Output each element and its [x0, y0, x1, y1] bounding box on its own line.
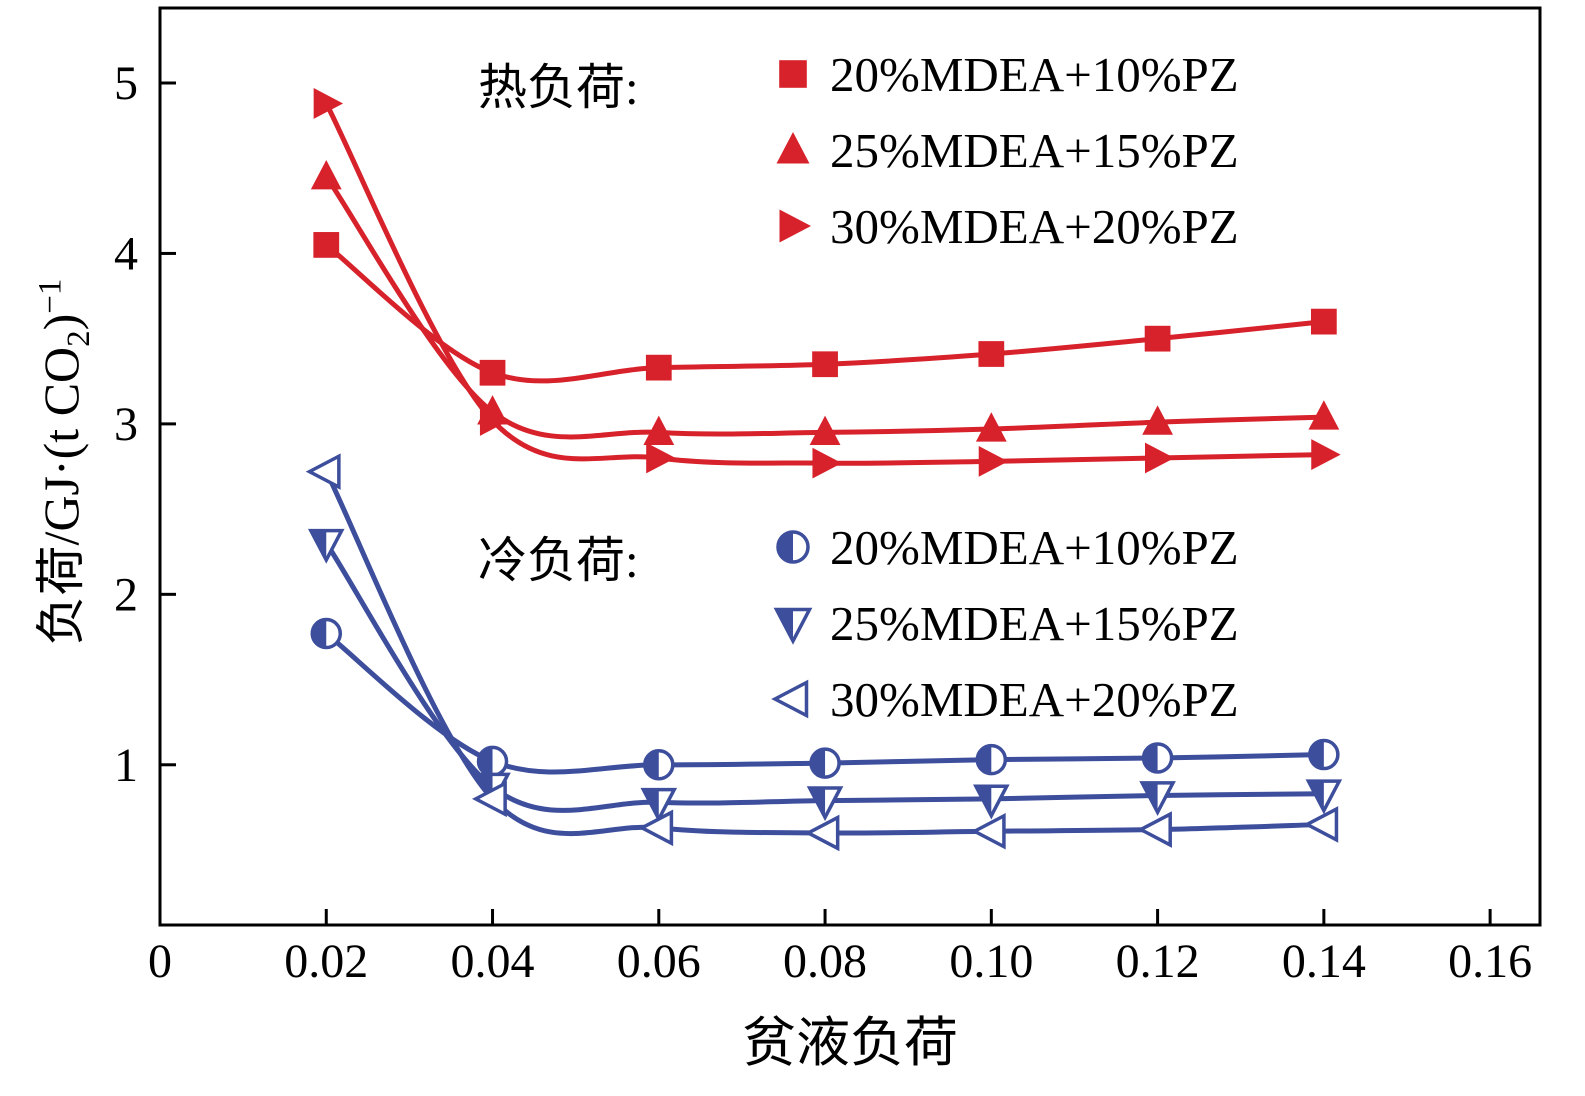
legend-item-heat-1: 20%MDEA+10%PZ [770, 36, 1239, 112]
marker-circle-half [1141, 742, 1174, 774]
legend-item-label: 30%MDEA+20%PZ [830, 671, 1239, 727]
marker-triangle-right-filled [1311, 439, 1341, 470]
legend-item-label: 30%MDEA+20%PZ [830, 198, 1239, 254]
legend-cold: 冷负荷: 20%MDEA+10%PZ 25%MDEA+15%PZ 30%MDEA… [478, 509, 1239, 737]
square-filled-marker-icon [779, 60, 807, 88]
marker-triangle-down-half [973, 784, 1010, 820]
x-axis-title: 贫液负荷 [742, 1013, 958, 1073]
legend-item-label: 20%MDEA+10%PZ [830, 46, 1239, 102]
marker-triangle-up-filled [1308, 400, 1340, 430]
legend-heat: 热负荷: 20%MDEA+10%PZ 25%MDEA+15%PZ 30%MDEA… [478, 36, 1239, 264]
triangle-down-marker-icon [773, 607, 813, 645]
marker-square-filled [978, 341, 1005, 367]
marker-circle-half [1308, 738, 1340, 771]
x-tick-label: 0.16 [1448, 935, 1532, 988]
marker-triangle-up-filled [975, 412, 1007, 442]
x-tick-label: 0.10 [949, 935, 1033, 988]
y-axis-title-close: ) [33, 313, 89, 331]
marker-triangle-left-open [305, 453, 341, 490]
marker-triangle-up-filled [643, 415, 675, 446]
x-tick-label: 0.08 [783, 935, 867, 988]
marker-square-filled [645, 354, 672, 381]
marker-circle-half [310, 617, 343, 650]
legend-heat-items: 20%MDEA+10%PZ 25%MDEA+15%PZ 30%MDEA+20%P… [770, 36, 1239, 264]
marker-triangle-left-open [1303, 806, 1339, 843]
y-tick-label: 1 [114, 739, 138, 792]
marker-triangle-left-open [1137, 811, 1172, 848]
marker-triangle-left-open [804, 814, 840, 852]
legend-item-heat-3: 30%MDEA+20%PZ [770, 188, 1239, 264]
marker-triangle-left-open [471, 780, 507, 818]
legend-cold-items: 20%MDEA+10%PZ 25%MDEA+15%PZ 30%MDEA+20%P… [770, 509, 1239, 737]
legend-heat-title: 热负荷: [478, 60, 639, 115]
legend-cold-title: 冷负荷: [478, 533, 639, 588]
marker-triangle-down-half [1139, 781, 1176, 817]
marker-square-filled [1144, 325, 1171, 352]
y-axis-title-sub: 2 [61, 330, 97, 347]
y-axis-title-sup: −1 [32, 278, 69, 314]
marker-square-filled [1310, 308, 1337, 335]
x-tick-label: 0.02 [284, 935, 368, 988]
plot-frame [158, 6, 1542, 927]
legend-item-label: 25%MDEA+15%PZ [830, 122, 1239, 178]
marker-triangle-right-filled [1144, 442, 1175, 474]
marker-triangle-right-filled [779, 209, 811, 243]
legend-item-heat-2: 25%MDEA+15%PZ [770, 112, 1239, 188]
marker-triangle-left-open [638, 809, 674, 847]
marker-triangle-right-filled [812, 447, 842, 479]
circle-half-marker-icon [776, 530, 810, 564]
marker-circle-half [476, 745, 509, 778]
x-tick-label: 0.14 [1282, 935, 1366, 988]
marker-triangle-right-filled [479, 405, 510, 436]
legend-item-label: 20%MDEA+10%PZ [830, 519, 1239, 575]
legend-item-cold-1: 20%MDEA+10%PZ [770, 509, 1239, 585]
y-tick-label: 3 [114, 398, 138, 451]
marker-triangle-up-filled [1142, 405, 1173, 435]
marker-square-filled [313, 232, 340, 258]
x-tick-label: 0.04 [451, 935, 535, 988]
marker-triangle-down-half [307, 528, 345, 564]
y-axis-title-text: 负荷/GJ·(t CO [33, 346, 89, 646]
marker-triangle-down-half [1305, 779, 1343, 815]
marker-circle-half [776, 530, 810, 564]
triangle-up-marker-icon [776, 132, 810, 164]
x-tick-label: 0.12 [1116, 935, 1200, 988]
marker-triangle-left-open [771, 679, 809, 719]
marker-circle-half [643, 749, 675, 781]
marker-square-filled [479, 359, 506, 386]
marker-triangle-down-half [640, 787, 678, 823]
marker-circle-half [809, 747, 841, 779]
marker-square-filled [779, 60, 807, 88]
legend-item-cold-3: 30%MDEA+20%PZ [770, 661, 1239, 737]
legend-item-label: 25%MDEA+15%PZ [830, 595, 1239, 651]
marker-square-filled [812, 351, 838, 378]
marker-triangle-right-filled [313, 88, 344, 119]
marker-triangle-down-half [773, 607, 813, 645]
marker-triangle-up-filled [809, 415, 841, 446]
x-tick-label: 0 [148, 935, 172, 988]
marker-triangle-right-filled [978, 445, 1009, 477]
legend-item-cold-2: 25%MDEA+15%PZ [770, 585, 1239, 661]
y-tick-label: 5 [114, 57, 138, 110]
triangle-right-marker-icon [779, 209, 811, 243]
y-tick-label: 4 [114, 227, 138, 280]
y-tick-label: 2 [114, 568, 138, 621]
marker-circle-half [975, 743, 1008, 776]
marker-triangle-up-filled [776, 132, 810, 164]
marker-triangle-up-filled [310, 159, 342, 190]
x-tick-label: 0.06 [617, 935, 701, 988]
y-axis-title: 负荷/GJ·(t CO2)−1 [21, 142, 97, 782]
marker-triangle-left-open [970, 812, 1006, 850]
marker-triangle-down-half [806, 786, 844, 822]
triangle-left-marker-icon [771, 679, 809, 719]
marker-triangle-right-filled [646, 442, 676, 474]
